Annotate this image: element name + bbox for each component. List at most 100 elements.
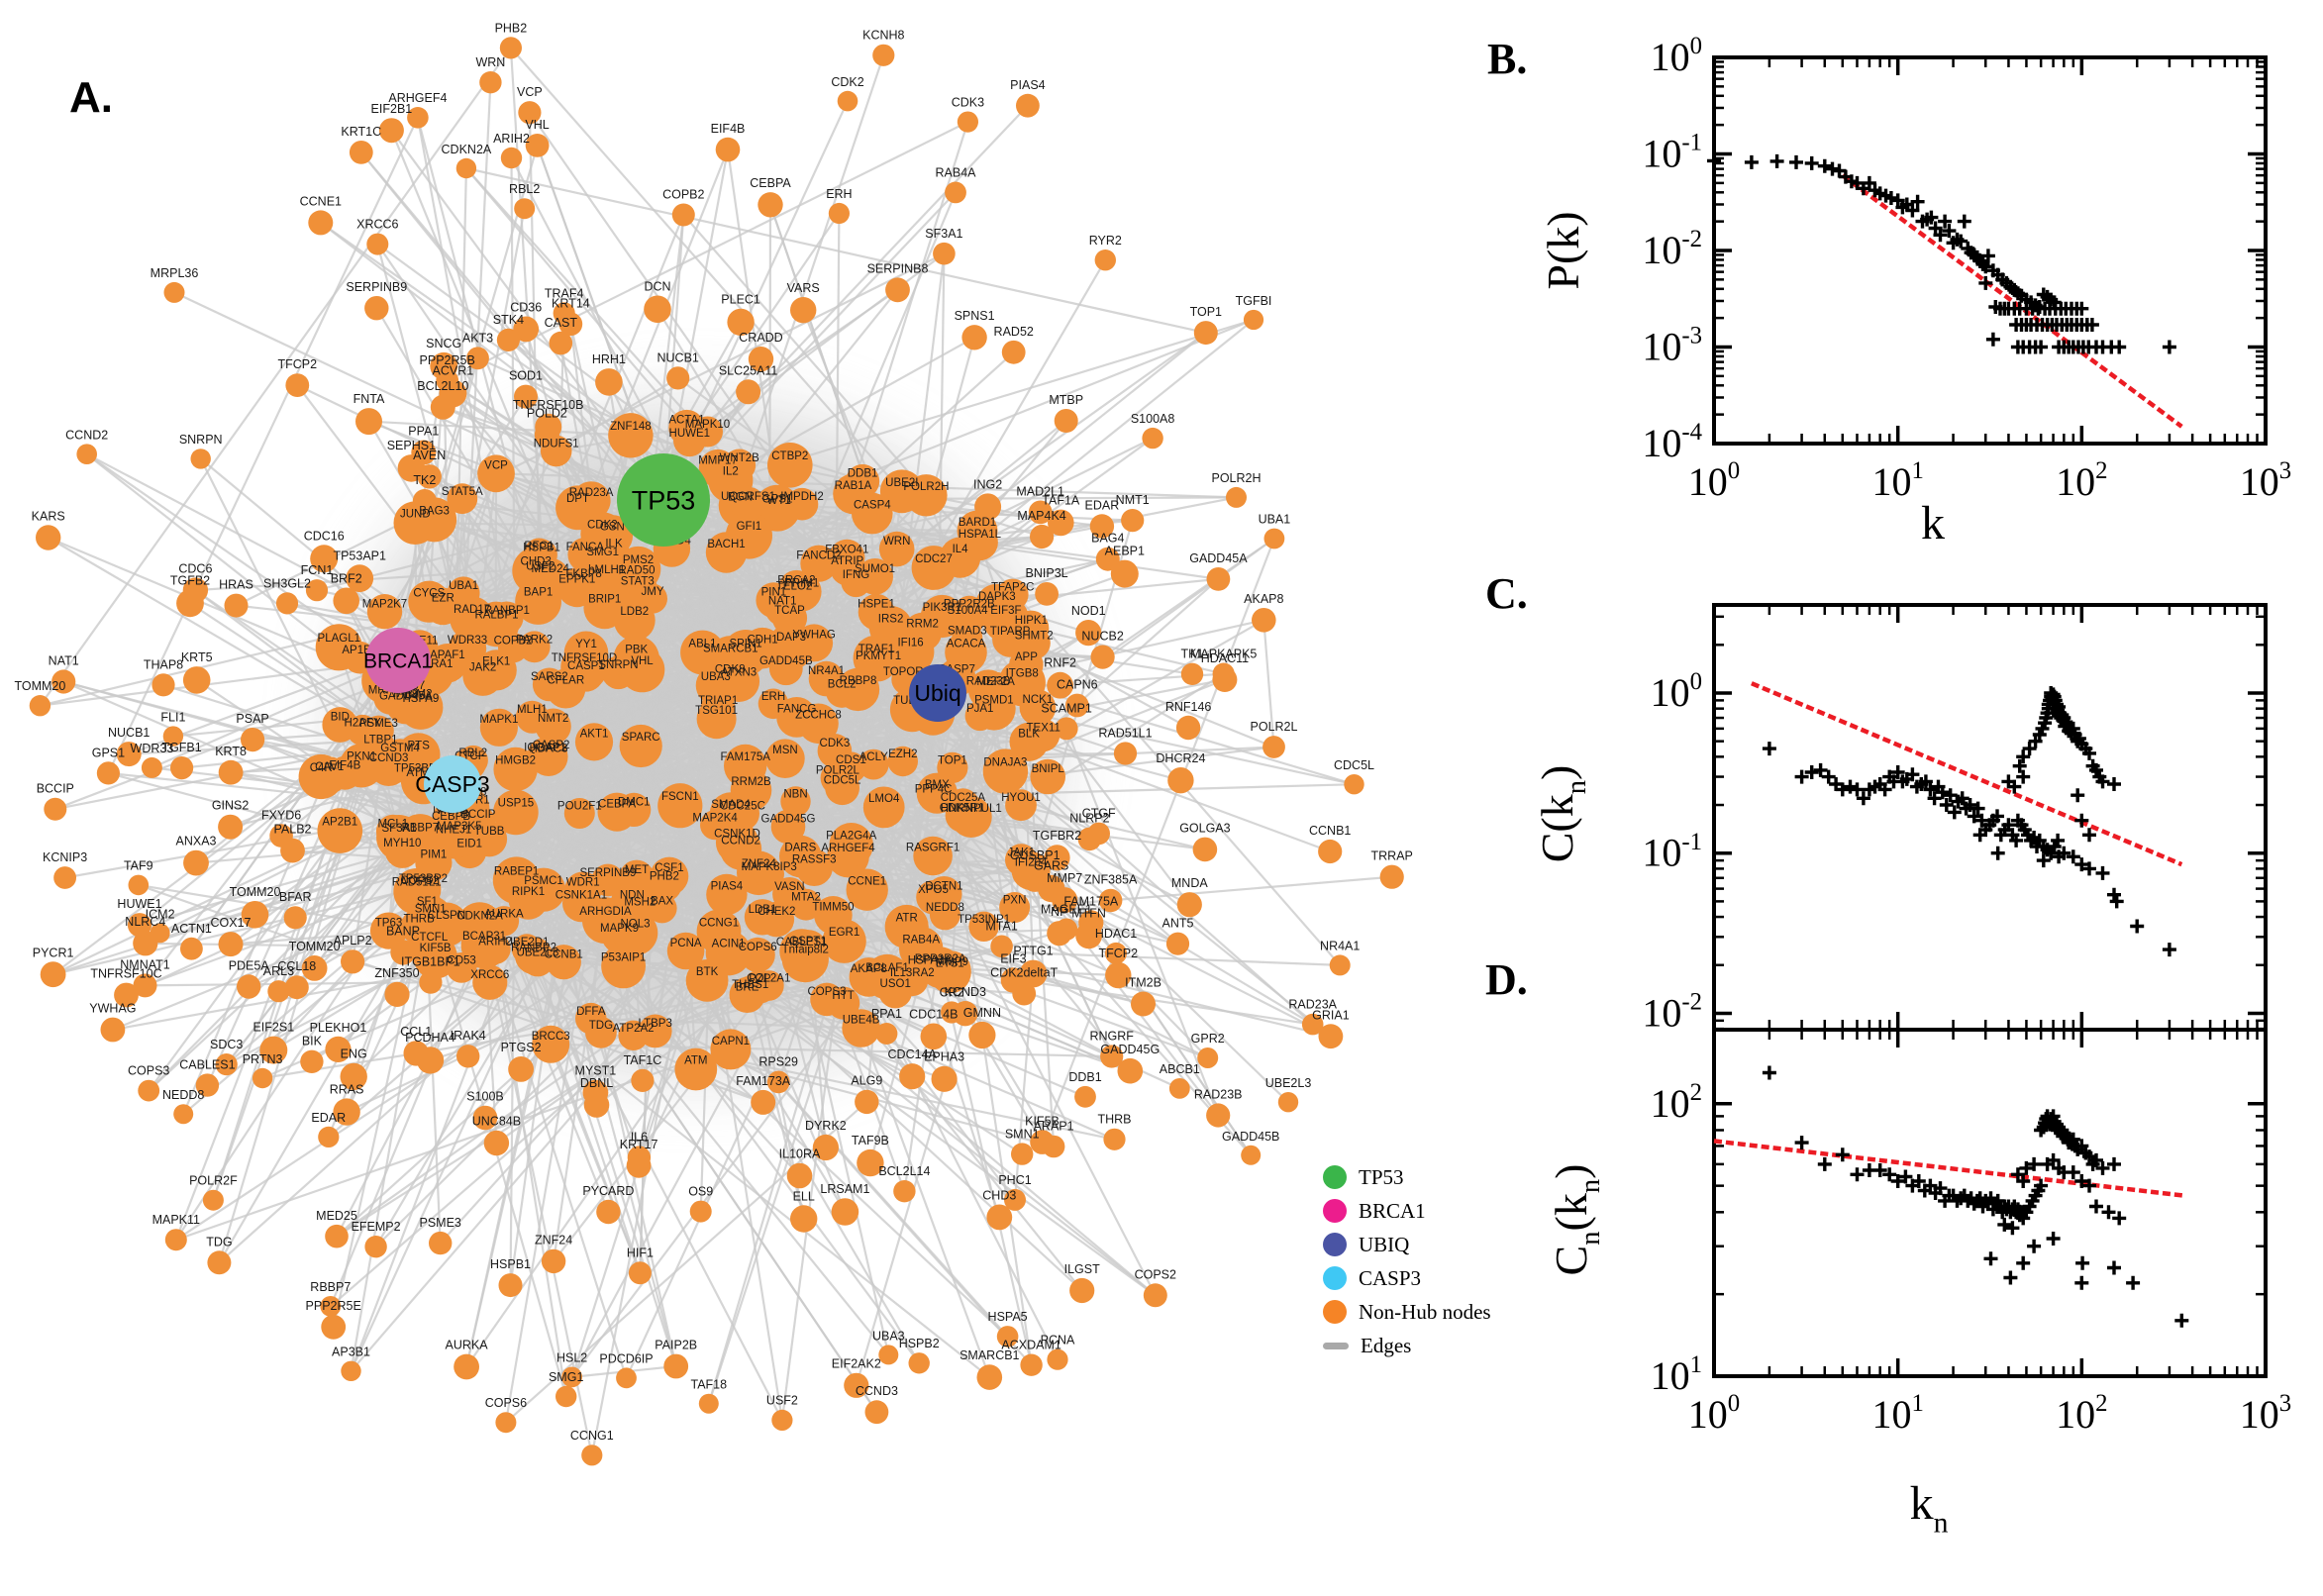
node-label: GADD45B <box>1222 1130 1279 1144</box>
hub-brca1 <box>365 628 431 693</box>
node-label: APP <box>1015 651 1038 663</box>
node-label: FAM175A <box>1063 894 1119 908</box>
axis-text: 103​ <box>2240 1390 2291 1437</box>
node-label: IFNG <box>843 569 870 581</box>
node-label: CRADD <box>739 331 782 345</box>
node-label: BCL2L14 <box>878 1164 930 1178</box>
network-node <box>483 1130 510 1156</box>
network-edge <box>623 964 945 1080</box>
node-label: HDAC8 <box>530 744 568 755</box>
network-node <box>310 545 339 573</box>
network-node <box>758 192 783 218</box>
network-node <box>638 583 667 614</box>
node-label: UBA1 <box>1259 513 1291 527</box>
node-label: EGR1 <box>829 927 859 939</box>
network-node <box>1113 742 1138 765</box>
node-label: HSPB2 <box>899 1337 940 1350</box>
network-node <box>1035 582 1059 606</box>
node-label: RYR2 <box>1089 234 1122 248</box>
network-node <box>363 715 394 747</box>
network-node <box>827 986 860 1020</box>
node-label: PCDHA4 <box>405 1031 455 1045</box>
network-node <box>499 37 522 59</box>
network-node <box>957 111 979 133</box>
node-label: PTTG1 <box>1013 945 1053 958</box>
node-label: LDB2 <box>620 606 649 618</box>
node-label: CDC25A <box>941 792 986 804</box>
node-label: DFFA <box>576 1006 606 1018</box>
node-label: TP53AP1 <box>333 549 386 562</box>
network-node <box>795 848 833 886</box>
node-label: TFCP2 <box>1099 947 1139 960</box>
node-label: COPS3 <box>808 986 847 998</box>
node-label: HYOU1 <box>1001 792 1041 804</box>
node-label: EDAR <box>1085 498 1120 512</box>
node-label: FNTA <box>354 392 385 406</box>
node-label: PIAS4 <box>1010 78 1045 92</box>
node-label: RBL2 <box>458 748 487 759</box>
node-label: ZCCHC8 <box>795 710 842 722</box>
network-node <box>1047 921 1072 947</box>
node-label: SNRPN <box>179 433 223 447</box>
node-label: NMNAT1 <box>120 957 170 971</box>
node-label: RASSF3 <box>792 854 837 866</box>
node-label: PPA1 <box>408 425 439 439</box>
network-node <box>317 808 363 853</box>
node-label: CDK5R1 <box>940 803 984 815</box>
network-node <box>518 631 551 663</box>
network-node <box>1206 1103 1231 1128</box>
network-nodes <box>29 37 1404 1466</box>
node-label: RAD17 <box>454 604 490 616</box>
network-node <box>841 566 871 598</box>
legend-edge-swatch <box>1323 1342 1349 1349</box>
node-label: EIF4B <box>329 760 360 772</box>
network-node <box>617 792 652 828</box>
node-label: BAG4 <box>1091 532 1124 546</box>
node-label: HIF1 <box>627 1246 654 1259</box>
node-label: SARS2 <box>531 671 568 683</box>
node-label: APAF1 <box>430 649 465 661</box>
network-node <box>321 1314 347 1340</box>
node-label: TK1 <box>1181 648 1204 661</box>
network-node <box>748 347 774 372</box>
node-label: HRAS <box>219 578 253 592</box>
node-label: VARS <box>787 281 820 295</box>
network-node <box>1142 427 1163 449</box>
node-label: EIF2S1 <box>252 1021 294 1035</box>
node-label: TOMM20 <box>230 885 281 899</box>
node-label: RAD23B <box>1194 1087 1243 1101</box>
network-node <box>29 695 51 717</box>
legend-item-ubiq: UBIQ <box>1323 1232 1491 1257</box>
network-node <box>920 1023 948 1050</box>
node-label: CHD3 <box>521 556 552 568</box>
network-node <box>190 449 211 469</box>
network-node <box>241 728 265 752</box>
node-label: MRPL36 <box>151 266 199 280</box>
node-label: MTFN <box>1071 907 1106 921</box>
node-label: HIPK1 <box>1015 615 1048 627</box>
node-label: FANCA <box>566 542 605 553</box>
node-label: PPP2R5E <box>306 1299 361 1313</box>
axis-text: 103​ <box>2240 457 2291 504</box>
node-label: SERPINB9 <box>579 867 636 879</box>
network-node <box>182 577 209 603</box>
hub-ubiq <box>909 664 966 722</box>
network-node <box>945 181 966 204</box>
node-label: ICM2 <box>405 688 432 700</box>
fit-line-c <box>1751 681 2183 867</box>
network-node <box>36 525 61 550</box>
node-label: HRH1 <box>592 352 626 366</box>
network-node <box>790 1205 818 1233</box>
network-node <box>1094 249 1117 271</box>
network-node <box>1044 845 1070 871</box>
network-node <box>430 351 458 380</box>
node-label: MAPK9 <box>600 923 639 935</box>
node-label: GADD45G <box>1100 1043 1160 1056</box>
node-label: ZNF350 <box>374 966 419 980</box>
network-edge <box>443 365 454 785</box>
node-label: ACIN1 <box>712 939 746 950</box>
legend-item-tp53: TP53 <box>1323 1164 1491 1190</box>
network-node <box>318 1126 340 1147</box>
node-label: EIF4B <box>711 122 746 136</box>
node-label: ACXDAM1 <box>1001 1338 1060 1351</box>
